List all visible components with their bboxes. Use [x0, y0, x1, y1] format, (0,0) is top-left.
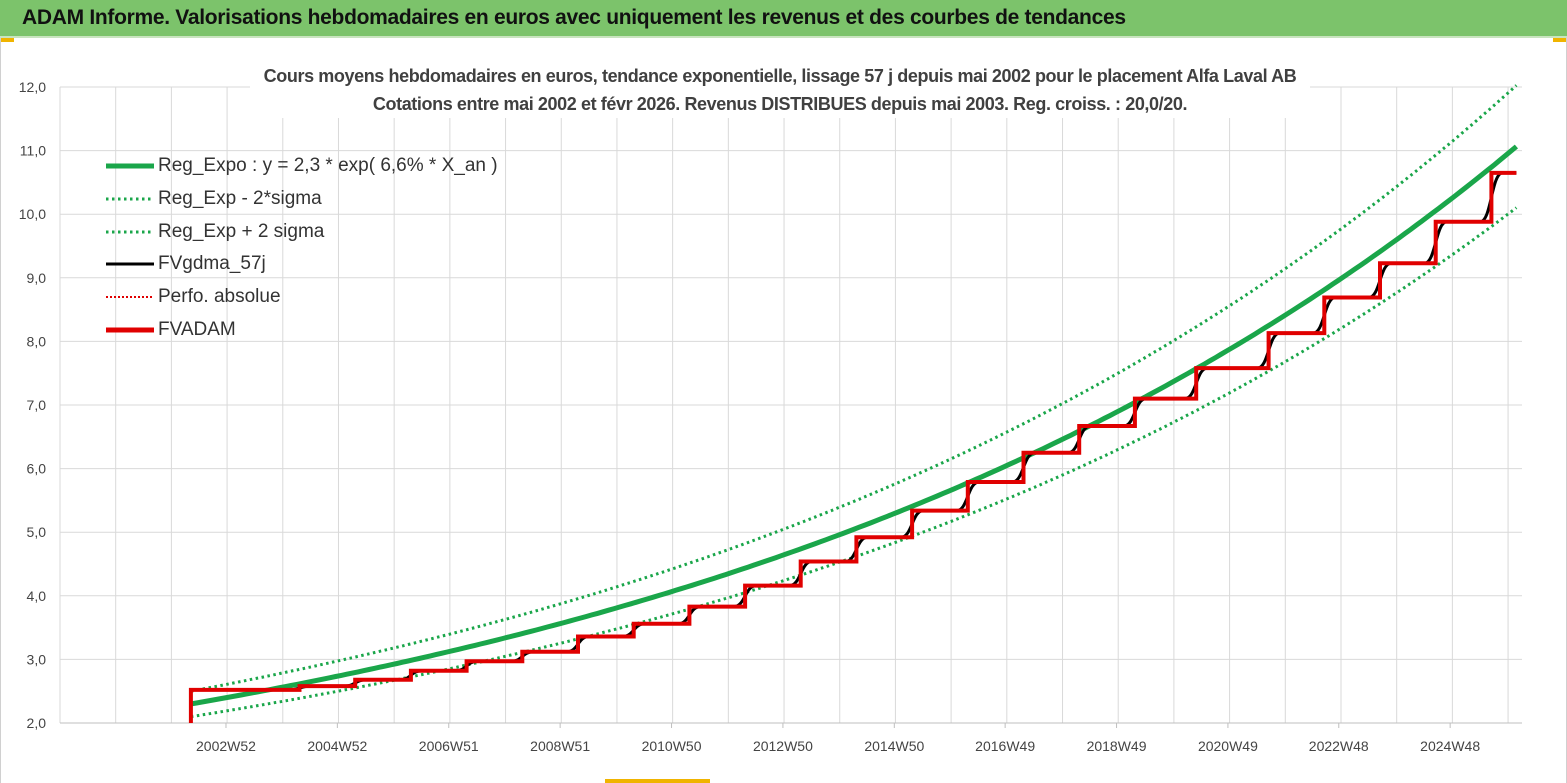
legend-label-fvadam: FVADAM — [158, 318, 236, 340]
legend-item-perfo: Perfo. absolue — [106, 281, 506, 314]
legend-item-reg-expo: Reg_Expo : y = 2,3 * exp( 6,6% * X_an ) — [106, 150, 506, 183]
x-tick-label: 2012W50 — [753, 738, 813, 754]
x-tick-label: 2014W50 — [864, 738, 924, 754]
legend-item-fvadam: FVADAM — [106, 313, 506, 346]
y-tick-label: 9,0 — [27, 270, 47, 286]
series-reg-expo — [190, 144, 1519, 707]
series-fvadam — [188, 170, 1517, 723]
legend-label-reg-minus: Reg_Exp - 2*sigma — [158, 188, 322, 210]
y-tick-label: 2,0 — [27, 715, 47, 731]
legend-swatch-perfo — [106, 292, 154, 302]
bottom-marker — [605, 779, 710, 783]
legend-label-fvgdma: FVgdma_57j — [158, 253, 266, 275]
legend-swatch-reg-minus — [106, 194, 154, 204]
chart-title: Cours moyens hebdomadaires en euros, ten… — [250, 62, 1310, 118]
legend-swatch-fvadam — [106, 325, 154, 335]
series-lines — [188, 84, 1519, 723]
x-tick-label: 2006W51 — [419, 738, 479, 754]
legend-label-perfo: Perfo. absolue — [158, 286, 281, 308]
x-tick-label: 2020W49 — [1198, 738, 1258, 754]
y-tick-label: 8,0 — [27, 333, 47, 349]
y-tick-label: 5,0 — [27, 524, 47, 540]
report-title: ADAM Informe. Valorisations hebdomadaire… — [22, 6, 1126, 29]
x-tick-label: 2016W49 — [975, 738, 1035, 754]
x-tick-label: 2022W48 — [1309, 738, 1369, 754]
x-tick-label: 2024W48 — [1420, 738, 1480, 754]
legend-item-fvgdma: FVgdma_57j — [106, 248, 506, 281]
x-tick-label: 2008W51 — [530, 738, 590, 754]
series-reg-exp-plus-2sigma — [190, 84, 1518, 693]
legend-item-reg-plus: Reg_Exp + 2 sigma — [106, 215, 506, 248]
chart-title-line-1: Cours moyens hebdomadaires en euros, ten… — [263, 66, 1297, 86]
legend-swatch-reg-plus — [106, 227, 154, 237]
y-tick-label: 7,0 — [27, 397, 47, 413]
chart-title-line-2: Cotations entre mai 2002 et févr 2026. R… — [372, 94, 1188, 114]
y-tick-label: 11,0 — [20, 143, 46, 159]
legend-label-reg-plus: Reg_Exp + 2 sigma — [158, 220, 325, 242]
corner-marker-right — [1553, 38, 1567, 42]
axes: 2,0 3,0 4,0 5,0 6,0 7,0 8,0 9,0 10,0 11,0 12,0 2002… — [19, 79, 1522, 754]
report-banner: ADAM Informe. Valorisations hebdomadaire… — [0, 0, 1567, 38]
x-tick-label: 2002W52 — [196, 738, 256, 754]
x-tick-label: 2010W50 — [642, 738, 702, 754]
y-tick-label: 4,0 — [27, 588, 47, 604]
corner-marker-left — [0, 38, 14, 42]
y-tick-label: 3,0 — [27, 651, 47, 667]
chart-legend: Reg_Expo : y = 2,3 * exp( 6,6% * X_an ) … — [106, 150, 506, 346]
legend-label-reg-expo: Reg_Expo : y = 2,3 * exp( 6,6% * X_an ) — [158, 155, 498, 177]
x-tick-label: 2004W52 — [307, 738, 367, 754]
x-tick-label: 2018W49 — [1087, 738, 1147, 754]
legend-swatch-reg-expo — [106, 161, 154, 171]
legend-item-reg-minus: Reg_Exp - 2*sigma — [106, 183, 506, 216]
legend-swatch-fvgdma — [106, 259, 154, 269]
y-tick-label: 6,0 — [27, 461, 47, 477]
y-tick-label: 10,0 — [19, 206, 46, 222]
y-tick-label: 12,0 — [19, 79, 46, 95]
